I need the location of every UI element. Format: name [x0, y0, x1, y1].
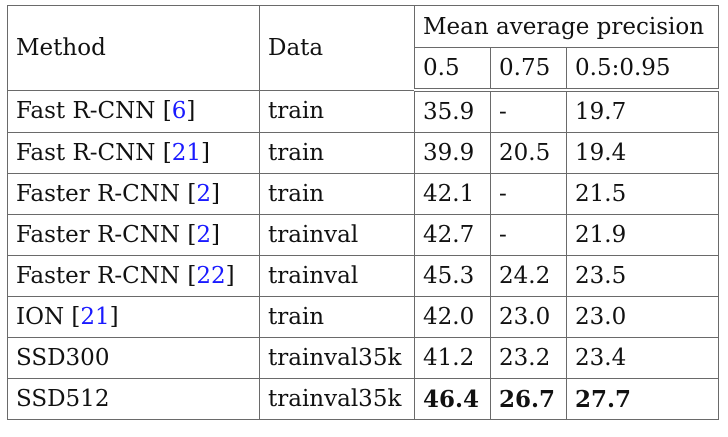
cell-ap-0.5: 42.1 [414, 173, 491, 215]
table-row: Fast R-CNN [21] train 39.9 20.5 19.4 [7, 132, 719, 174]
cell-data: train [259, 173, 415, 215]
cell-ap-0.5-0.95: 23.4 [566, 337, 719, 379]
header-iou-0.75: 0.75 [490, 47, 567, 92]
cell-ap-0.5: 42.0 [414, 296, 491, 338]
cell-ap-0.5-0.95: 19.7 [566, 89, 719, 133]
citation-link[interactable]: 6 [171, 98, 187, 125]
cell-ap-0.5: 41.2 [414, 337, 491, 379]
cell-method: SSD512 [7, 378, 260, 420]
subheader-row: 0.5 0.75 0.5:0.95 [8, 47, 719, 92]
cell-ap-0.5-0.95: 23.0 [566, 296, 719, 338]
cell-method: ION [21] [7, 296, 260, 338]
cell-ap-0.75: - [490, 173, 567, 215]
method-name: ION [16, 304, 65, 330]
cell-ap-0.5: 46.4 [414, 378, 491, 420]
cell-method: Faster R-CNN [22] [7, 255, 260, 297]
citation-link[interactable]: 2 [196, 222, 211, 248]
method-name: Fast R-CNN [16, 140, 156, 166]
cell-method: SSD300 [7, 337, 260, 379]
cell-method: Faster R-CNN [2] [7, 173, 260, 215]
cell-method: Fast R-CNN [6] [7, 89, 260, 133]
table-row: ION [21] train 42.0 23.0 23.0 [7, 296, 719, 338]
cell-ap-0.75: - [490, 89, 567, 133]
cell-ap-0.75: 24.2 [490, 255, 567, 297]
method-name: Faster R-CNN [16, 222, 181, 248]
cell-ap-0.75: 20.5 [490, 132, 567, 174]
header-row: Method Data Mean average precision [7, 5, 719, 91]
citation-link[interactable]: 2 [196, 181, 211, 207]
citation-link[interactable]: 21 [80, 304, 110, 330]
cell-ap-0.75: 23.2 [490, 337, 567, 379]
cell-ap-0.5: 39.9 [414, 132, 491, 174]
cell-data: trainval [259, 255, 415, 297]
table-row: Faster R-CNN [22] trainval 45.3 24.2 23.5 [7, 255, 719, 297]
cell-ap-0.5-0.95: 23.5 [566, 255, 719, 297]
citation-link[interactable]: 21 [171, 140, 201, 166]
cell-ap-0.75: 23.0 [490, 296, 567, 338]
table-row: Faster R-CNN [2] train 42.1-21.5 [7, 173, 719, 215]
cell-ap-0.75: - [490, 214, 567, 256]
cell-ap-0.5: 35.9 [414, 89, 491, 133]
cell-data: trainval [259, 214, 415, 256]
header-mean-average-precision: Mean average precision [414, 5, 719, 48]
cell-ap-0.75: 26.7 [490, 378, 567, 420]
results-table: Method Data Mean average precision 0.5 0… [7, 5, 719, 420]
cell-data: trainval35k [259, 378, 415, 420]
cell-ap-0.5-0.95: 21.9 [566, 214, 719, 256]
citation-link[interactable]: 22 [196, 263, 226, 289]
cell-ap-0.5: 42.7 [414, 214, 491, 256]
cell-ap-0.5: 45.3 [414, 255, 491, 297]
header-data: Data [259, 5, 415, 91]
table-row: SSD512 trainval35k 46.4 26.7 27.7 [7, 378, 719, 420]
cell-ap-0.5-0.95: 27.7 [566, 378, 719, 420]
method-name: SSD300 [16, 345, 110, 371]
cell-data: trainval35k [259, 337, 415, 379]
cell-data: train [259, 89, 415, 133]
header-method: Method [7, 5, 260, 91]
method-name: Fast R-CNN [16, 98, 156, 125]
cell-data: train [259, 132, 415, 174]
cell-method: Fast R-CNN [21] [7, 132, 260, 174]
table-row: Faster R-CNN [2] trainval 42.7-21.9 [7, 214, 719, 256]
method-name: Faster R-CNN [16, 181, 181, 207]
cell-ap-0.5-0.95: 21.5 [566, 173, 719, 215]
cell-method: Faster R-CNN [2] [7, 214, 260, 256]
table-row: Fast R-CNN [6] train 35.9-19.7 [7, 89, 719, 133]
cell-ap-0.5-0.95: 19.4 [566, 132, 719, 174]
cell-data: train [259, 296, 415, 338]
header-iou-0.5-0.95: 0.5:0.95 [566, 47, 719, 92]
method-name: Faster R-CNN [16, 263, 181, 289]
method-name: SSD512 [16, 386, 110, 412]
table-row: SSD300 trainval35k 41.2 23.2 23.4 [7, 337, 719, 379]
header-iou-0.5: 0.5 [414, 47, 491, 92]
